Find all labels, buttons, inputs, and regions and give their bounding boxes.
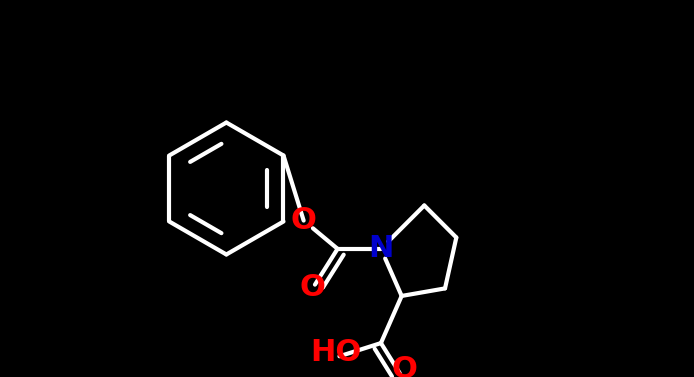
- Text: O: O: [291, 206, 316, 235]
- Text: O: O: [299, 273, 325, 302]
- Text: O: O: [391, 355, 417, 377]
- Text: N: N: [369, 234, 393, 263]
- Text: HO: HO: [310, 338, 362, 367]
